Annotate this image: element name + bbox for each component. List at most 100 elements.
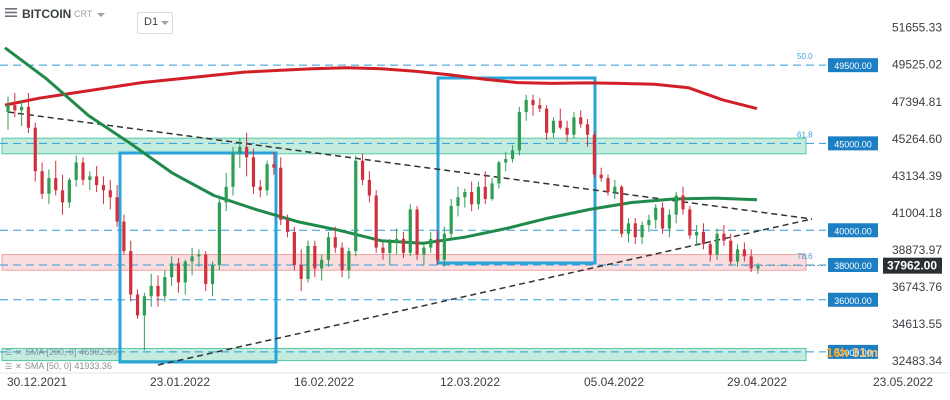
- candle: [442, 226, 446, 267]
- candle: [749, 249, 753, 272]
- candle: [647, 214, 651, 232]
- candle: [306, 240, 310, 283]
- candle-body: [701, 231, 706, 245]
- symbol-type: CRT: [74, 9, 93, 19]
- candle: [476, 181, 481, 210]
- sma200-line: [4, 66, 758, 111]
- candle: [497, 160, 501, 189]
- candle: [415, 205, 419, 260]
- candle-body: [708, 244, 712, 255]
- candle-body: [572, 117, 576, 135]
- candle-body: [40, 171, 44, 194]
- y-axis-tick-label: 49525.02: [892, 58, 942, 72]
- candle: [326, 231, 331, 267]
- candle: [715, 228, 719, 260]
- timer-minutes: 31m: [852, 345, 879, 360]
- candle-body: [674, 195, 678, 215]
- candle: [585, 119, 590, 147]
- candle-body: [156, 285, 160, 297]
- candle-body: [74, 162, 78, 180]
- zone-resistance: [1, 137, 807, 155]
- candle: [735, 244, 740, 267]
- candle: [613, 179, 617, 199]
- legend-sma50[interactable]: ☰ ✕ SMA [50, 0] 41933.36: [5, 361, 112, 371]
- candle-body: [422, 247, 426, 255]
- candle: [285, 214, 290, 238]
- candle-body: [463, 192, 467, 198]
- candle-body: [224, 186, 228, 203]
- candle-body: [429, 238, 433, 248]
- candle-body: [620, 186, 624, 234]
- candle-body: [20, 106, 24, 111]
- candle: [122, 214, 126, 255]
- candle: [292, 226, 296, 271]
- candle: [408, 204, 412, 257]
- candle: [6, 96, 10, 130]
- fib-label: 61.8: [797, 130, 813, 139]
- candle: [333, 226, 337, 253]
- candle-body: [524, 99, 528, 113]
- candle-body: [606, 178, 610, 193]
- candle: [565, 120, 569, 142]
- menu-lines-icon[interactable]: [5, 8, 17, 17]
- y-axis-tick-label: 41004.18: [892, 206, 942, 220]
- candle: [20, 99, 24, 126]
- candle-body: [333, 237, 337, 248]
- candle-body: [183, 261, 187, 283]
- highlight-box: [118, 151, 278, 364]
- symbol-name[interactable]: BITCOIN: [22, 7, 72, 21]
- price-level-tag: [828, 136, 878, 151]
- candle: [395, 228, 399, 255]
- candle-body: [95, 176, 99, 186]
- price-level-tag: [828, 223, 878, 238]
- close-icon[interactable]: ✕: [15, 361, 22, 371]
- candle: [354, 155, 358, 257]
- candle-body: [599, 174, 603, 179]
- zone-support: [1, 254, 807, 271]
- candle: [54, 160, 58, 196]
- candle-body: [449, 205, 453, 234]
- candle-body: [108, 190, 112, 198]
- candle: [251, 148, 256, 194]
- candle: [360, 153, 365, 186]
- candle-body: [497, 162, 501, 184]
- legend-sma200-label: SMA [200, 0]: [24, 347, 77, 357]
- candle: [26, 92, 31, 133]
- candle-body: [54, 178, 58, 191]
- candle-body: [381, 247, 385, 253]
- candle-body: [26, 106, 31, 128]
- x-axis-tick-label: 23.05.2022: [873, 375, 933, 389]
- candle-body: [265, 164, 269, 191]
- candle: [449, 198, 453, 239]
- chevron-down-icon[interactable]: [97, 13, 105, 17]
- candle-body: [6, 105, 10, 113]
- candle-body: [388, 242, 392, 253]
- close-icon[interactable]: ✕: [15, 347, 22, 357]
- candle: [67, 178, 71, 208]
- candle: [217, 195, 221, 271]
- candle: [660, 202, 665, 234]
- candle-timer: 16h 31m: [826, 345, 878, 360]
- candle: [572, 112, 576, 139]
- y-axis-tick-label: 32483.34: [892, 354, 942, 368]
- candle: [224, 172, 228, 212]
- price-level-value: 45000.00: [834, 139, 872, 149]
- candle: [463, 188, 467, 208]
- candle: [620, 185, 624, 238]
- candle-body: [340, 247, 344, 271]
- candle-body: [401, 238, 406, 253]
- legend-sma200[interactable]: ☰ ✕ SMA [200, 0] 46902.69: [5, 347, 117, 357]
- candle-body: [149, 285, 153, 297]
- price-level-value: 33000.00: [834, 348, 872, 358]
- candle-body: [565, 127, 569, 135]
- candle: [490, 178, 494, 201]
- current-price-tag: [883, 257, 942, 274]
- candle-body: [163, 277, 167, 297]
- candle-body: [245, 146, 249, 158]
- candle-body: [238, 146, 242, 154]
- timeframe-select[interactable]: D1: [137, 12, 173, 34]
- y-axis-tick-label: 34613.55: [892, 317, 942, 331]
- price-level-tag: [828, 292, 878, 307]
